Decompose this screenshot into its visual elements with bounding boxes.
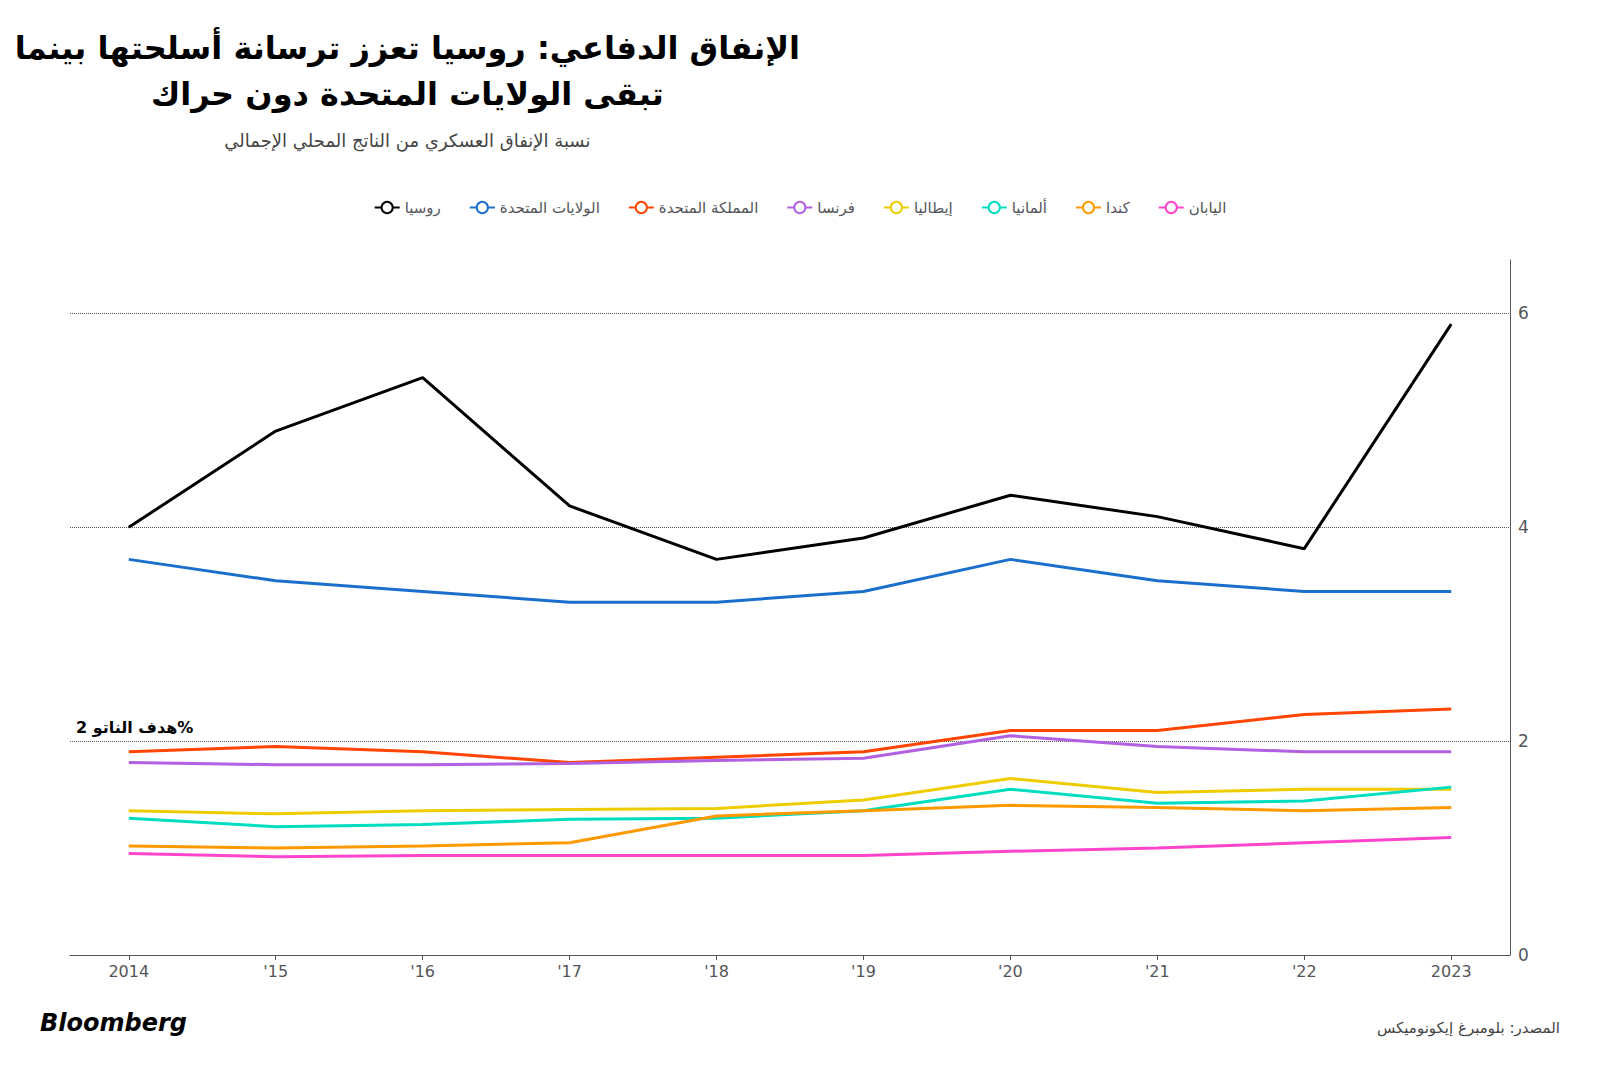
svg-text:الولايات المتحدة: الولايات المتحدة — [500, 199, 600, 217]
svg-text:تبقى الولايات المتحدة دون حراك: تبقى الولايات المتحدة دون حراك — [151, 75, 664, 113]
svg-text:'16: '16 — [410, 962, 435, 981]
svg-text:'22: '22 — [1292, 962, 1317, 981]
svg-text:'19: '19 — [851, 962, 876, 981]
svg-text:نسبة الإنفاق العسكري من الناتج: نسبة الإنفاق العسكري من الناتج المحلي ال… — [224, 130, 590, 152]
svg-text:كندا: كندا — [1106, 199, 1131, 217]
svg-text:اليابان: اليابان — [1189, 199, 1227, 217]
svg-text:المملكة المتحدة: المملكة المتحدة — [659, 199, 759, 217]
svg-text:فرنسا: فرنسا — [817, 199, 855, 217]
svg-text:هدف الناتو 2%: هدف الناتو 2% — [76, 718, 193, 737]
svg-text:4: 4 — [1518, 517, 1529, 537]
svg-text:6: 6 — [1518, 303, 1529, 323]
svg-text:0: 0 — [1518, 945, 1529, 965]
svg-text:2014: 2014 — [108, 962, 149, 981]
svg-text:إيطاليا: إيطاليا — [914, 199, 953, 217]
svg-text:2023: 2023 — [1431, 962, 1472, 981]
svg-text:'20: '20 — [998, 962, 1023, 981]
svg-text:المصدر: بلومبرغ إيكونوميكس: المصدر: بلومبرغ إيكونوميكس — [1377, 1019, 1560, 1037]
svg-text:'17: '17 — [557, 962, 582, 981]
svg-text:2: 2 — [1518, 731, 1529, 751]
svg-text:الإنفاق الدفاعي: روسيا تعزز تر: الإنفاق الدفاعي: روسيا تعزز ترسانة أسلحت… — [15, 27, 800, 67]
svg-text:ألمانيا: ألمانيا — [1012, 198, 1047, 217]
svg-text:'15: '15 — [263, 962, 288, 981]
svg-text:روسيا: روسيا — [405, 199, 441, 217]
svg-text:'21: '21 — [1145, 962, 1170, 981]
svg-text:Bloomberg: Bloomberg — [40, 1009, 187, 1037]
svg-text:'18: '18 — [704, 962, 729, 981]
